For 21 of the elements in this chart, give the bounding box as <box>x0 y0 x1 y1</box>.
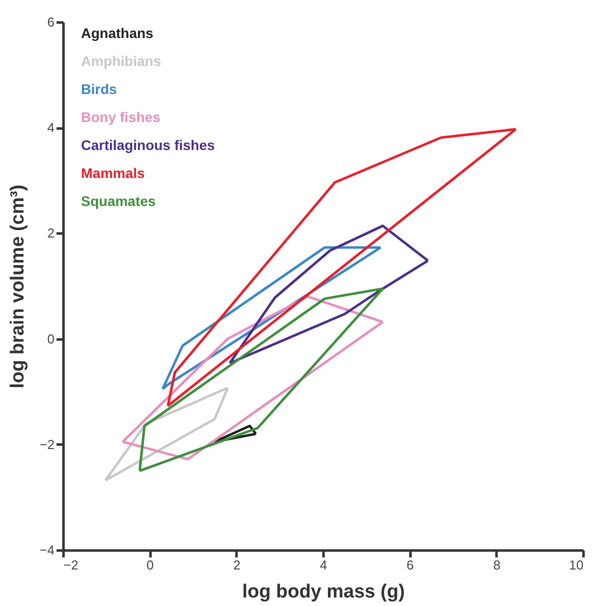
x-tick-label: 6 <box>406 558 414 572</box>
text: Bony fishes <box>81 109 161 125</box>
y-tick-label: −2 <box>40 436 54 452</box>
y-tick-label: 2 <box>47 226 54 241</box>
x-tick-label: 2 <box>233 558 240 572</box>
y-tick-label: 0 <box>47 331 54 346</box>
y-tick-label: 4 <box>47 120 54 136</box>
x-tick-label: 8 <box>493 558 500 572</box>
text: Cartilaginous fishes <box>81 137 216 153</box>
x-tick-label: 0 <box>146 558 154 572</box>
y-axis-title: log brain volume (cm³) <box>8 184 29 388</box>
text: Squamates <box>81 193 156 209</box>
x-tick-label: 10 <box>569 558 584 572</box>
text: Agnathans <box>81 25 154 41</box>
y-tick-label: 6 <box>47 14 54 30</box>
text: Birds <box>81 81 117 97</box>
x-axis-title: log body mass (g) <box>242 582 405 602</box>
y-tick-label: −4 <box>40 542 54 558</box>
x-tick-label: −2 <box>64 558 78 572</box>
x-tick-label: 4 <box>320 558 328 572</box>
text: Mammals <box>81 165 146 181</box>
